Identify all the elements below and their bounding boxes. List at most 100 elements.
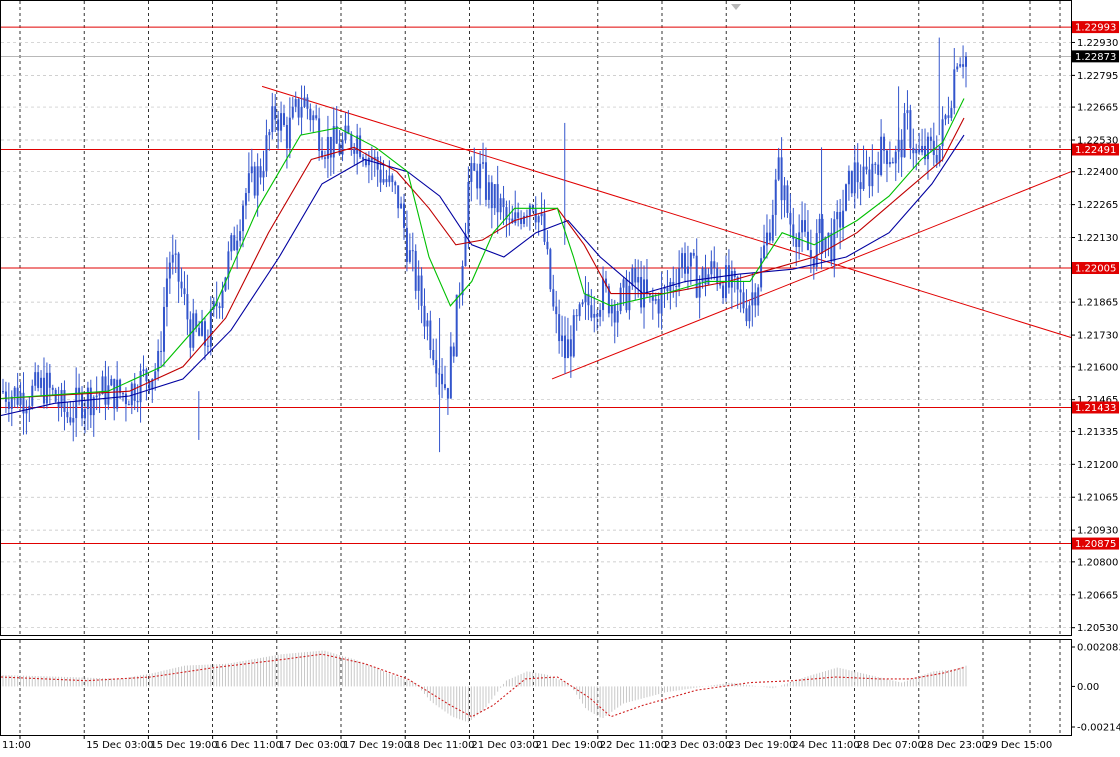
candle-body	[244, 193, 247, 206]
candle-body	[520, 218, 523, 224]
candle-body	[78, 387, 81, 394]
candle-body	[862, 166, 865, 189]
candle-body	[950, 108, 953, 118]
candle-body	[124, 393, 127, 405]
candle-body	[482, 162, 485, 164]
candle-body	[877, 164, 880, 175]
candle-body	[660, 289, 663, 314]
candle-body	[531, 205, 534, 210]
candle-body	[75, 387, 78, 419]
ma-mid-line	[0, 117, 965, 400]
candle-body	[619, 287, 622, 311]
candle-body	[397, 185, 400, 209]
candle-body	[83, 408, 86, 419]
x-tick-label: 21 Dec 19:00	[536, 740, 603, 751]
candle-body	[645, 279, 648, 294]
current-price-label: 1.22873	[1075, 52, 1116, 63]
candle-body	[34, 372, 37, 386]
candle-body	[689, 252, 692, 267]
candle-body	[309, 108, 312, 121]
candle-body	[584, 293, 587, 303]
candle-body	[850, 170, 853, 194]
candle-body	[127, 404, 130, 406]
candle-body	[432, 350, 435, 361]
candle-body	[201, 321, 204, 336]
candle-body	[669, 281, 672, 292]
candle-body	[730, 270, 733, 288]
candle-body	[142, 369, 145, 372]
candle-body	[768, 232, 771, 241]
candle-body	[909, 110, 912, 148]
candle-body	[63, 390, 66, 412]
candle-body	[136, 400, 139, 403]
candle-body	[692, 252, 695, 256]
candle-body	[247, 173, 250, 194]
candle-body	[929, 136, 932, 141]
trendlines[interactable]	[261, 85, 1072, 380]
candle-body	[411, 250, 414, 252]
level-price-label: 1.22993	[1075, 23, 1116, 34]
current-price-tag	[1072, 50, 1119, 63]
candle-body	[174, 253, 177, 255]
x-tick-label: 15 Dec 19:00	[150, 740, 217, 751]
candle-body	[754, 292, 757, 306]
candle-body	[464, 233, 467, 267]
candle-body	[7, 401, 10, 409]
level-price-label: 1.21433	[1075, 403, 1116, 414]
candle-body	[786, 185, 789, 213]
candle-body	[385, 179, 388, 183]
candle-body	[569, 339, 572, 357]
candle-body	[92, 397, 95, 416]
trendline[interactable]	[551, 171, 1072, 380]
level-price-label: 1.20875	[1075, 539, 1116, 550]
y-tick-label: 1.22130	[1077, 233, 1118, 244]
candle-body	[505, 207, 508, 220]
trendline[interactable]	[261, 85, 1072, 338]
osc-y-tick-label: 0.002083	[1077, 643, 1120, 654]
x-tick-label: 28 Dec 23:00	[921, 740, 988, 751]
candle-body	[947, 115, 950, 118]
candle-body	[528, 205, 531, 216]
candle-body	[277, 119, 280, 131]
candle-body	[265, 135, 268, 171]
candle-body	[572, 315, 575, 357]
x-tick-label: 24 Dec 11:00	[792, 740, 859, 751]
candle-body	[133, 383, 136, 401]
candle-body	[57, 401, 60, 408]
x-tick-label: 28 Dec 07:00	[857, 740, 924, 751]
candle-body	[382, 179, 385, 183]
candle-body	[956, 66, 959, 70]
candle-body	[259, 166, 262, 178]
candle-body	[686, 266, 689, 274]
candle-body	[364, 159, 367, 166]
candle-body	[543, 213, 546, 242]
candle-body	[736, 276, 739, 290]
candle-body	[716, 267, 719, 283]
candle-body	[859, 182, 862, 189]
candle-body	[280, 113, 283, 131]
oscillator-signal-line	[0, 653, 965, 718]
candle-body	[285, 124, 288, 149]
candle-body	[168, 262, 171, 279]
candle-body	[256, 166, 259, 196]
candle-body	[291, 106, 294, 118]
candle-body	[323, 157, 326, 159]
candle-body	[335, 126, 338, 144]
candle-body	[555, 306, 558, 315]
level-price-tag	[1072, 401, 1119, 414]
candle-body	[250, 166, 253, 174]
candle-body	[818, 218, 821, 234]
level-price-tag	[1072, 262, 1119, 275]
chart-shift-icon[interactable]	[731, 4, 741, 10]
candle-body	[616, 310, 619, 323]
candle-body	[839, 211, 842, 228]
candle-body	[742, 292, 745, 309]
candle-body	[774, 179, 777, 215]
level-price-label: 1.22005	[1075, 264, 1116, 275]
price-candles	[2, 37, 967, 453]
candle-body	[203, 321, 206, 346]
candle-body	[894, 151, 897, 164]
candle-body	[417, 275, 420, 291]
